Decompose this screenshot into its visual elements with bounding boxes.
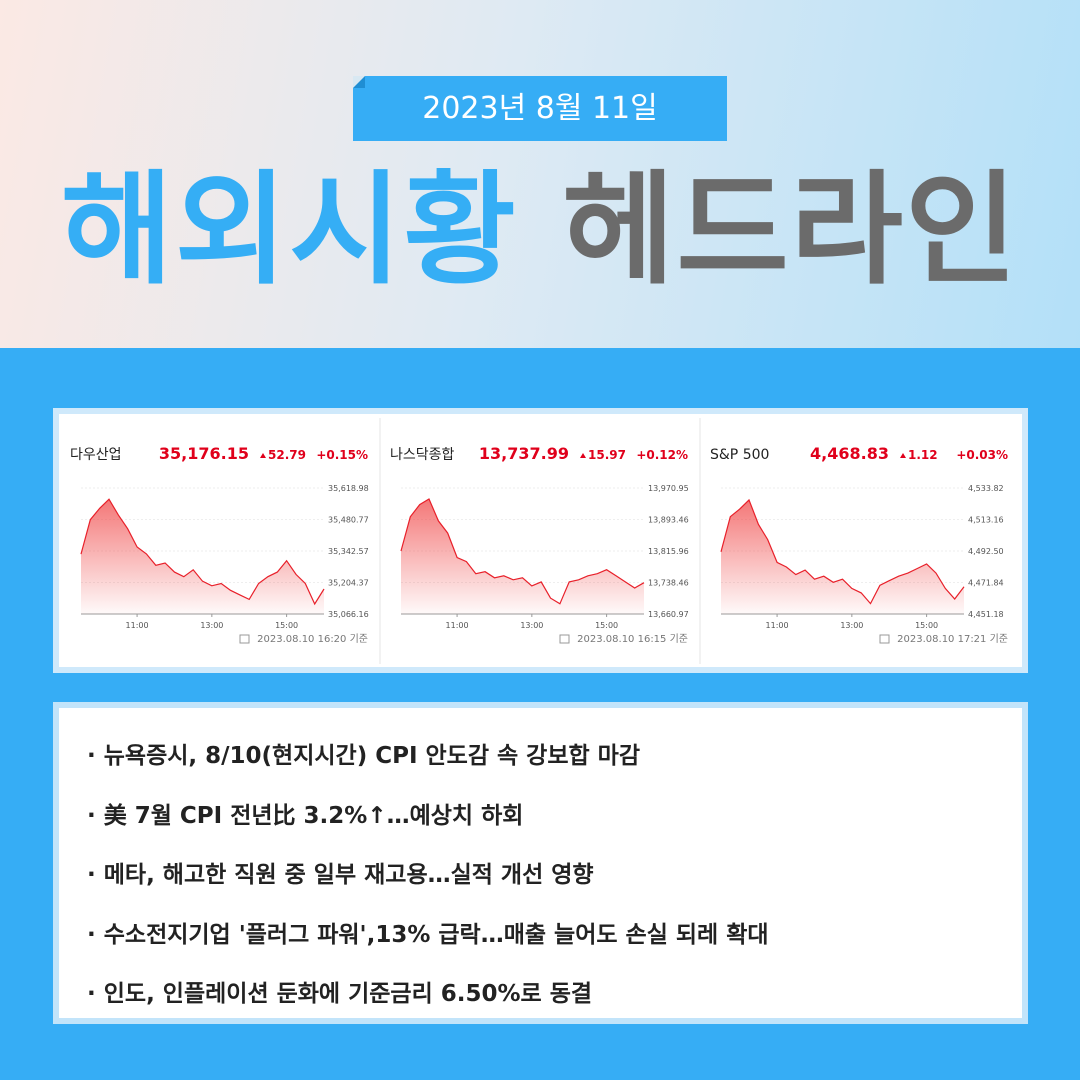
price-line <box>720 498 965 605</box>
x-tick-label: 11:00 <box>446 621 469 630</box>
price: 4,468.83 <box>810 444 889 463</box>
price-line <box>80 498 325 606</box>
y-tick-label: 13,660.97 <box>648 610 689 619</box>
y-tick-label: 35,618.98 <box>328 484 369 493</box>
area <box>721 499 964 614</box>
x-tick-label: 11:00 <box>766 621 789 630</box>
change: 52.79 <box>268 448 306 462</box>
market-panel: 나스닥종합 13,737.99 15.97 +0.12% 13,660.97 13,738… <box>379 418 689 664</box>
change: 1.12 <box>908 448 938 462</box>
y-tick-label: 4,492.50 <box>968 547 1004 556</box>
clock-icon <box>879 634 890 644</box>
badge-fold <box>353 76 365 88</box>
market-name: 다우산업 <box>70 447 122 463</box>
y-tick-label: 13,815.96 <box>648 547 689 556</box>
y-tick-label: 13,970.95 <box>648 484 689 493</box>
x-tick-label: 15:00 <box>915 621 938 630</box>
headlines: · 뉴욕증시, 8/10(현지시간) CPI 안도감 속 강보합 마감 · 美 7… <box>53 702 1028 1024</box>
market-panel: S&P 500 4,468.83 1.12 +0.03% 4,451.18 4,471.8… <box>699 418 1008 664</box>
title-blue: 해외시황 <box>60 159 518 301</box>
headline: · 인도, 인플레이션 둔화에 기준금리 6.50%로 동결 <box>87 981 593 1007</box>
headline: · 수소전지기업 '플러그 파워',13% 급락…매출 늘어도 손실 되레 확대 <box>87 921 769 948</box>
market-panel: 다우산업 35,176.15 52.79 +0.15% 35,066.16 35,204.… <box>70 444 369 645</box>
y-tick-label: 35,480.77 <box>328 516 369 525</box>
clock-icon <box>239 634 250 644</box>
title-gray: 헤드라인 <box>562 159 1020 301</box>
header: 2023년 8월 11일 해외시황 헤드라인 <box>0 0 1080 348</box>
y-tick-label: 35,204.37 <box>328 578 369 587</box>
y-tick-label: 4,513.16 <box>968 516 1004 525</box>
y-tick-label: 13,893.46 <box>648 515 689 524</box>
y-tick-label: 4,533.82 <box>968 484 1004 493</box>
up-arrow <box>580 453 586 458</box>
area <box>81 499 324 614</box>
headline: · 美 7월 CPI 전년比 3.2%↑…예상치 하회 <box>87 802 524 829</box>
x-tick-label: 15:00 <box>275 621 298 630</box>
headline: · 뉴욕증시, 8/10(현지시간) CPI 안도감 속 강보합 마감 <box>87 743 640 769</box>
date-badge: 2023년 8월 11일 <box>353 76 727 141</box>
change-pct: +0.12% <box>636 448 688 462</box>
x-tick-label: 15:00 <box>595 621 618 630</box>
market-name: 나스닥종합 <box>390 447 455 463</box>
x-tick-label: 13:00 <box>200 621 223 630</box>
market-name: S&P 500 <box>710 447 769 463</box>
y-tick-label: 4,471.84 <box>968 579 1004 588</box>
y-tick-label: 13,738.46 <box>648 579 689 588</box>
timestamp: 2023.08.10 17:21 기준 <box>897 633 1008 645</box>
title: 해외시황 헤드라인 <box>0 150 1080 310</box>
clock-icon <box>559 634 570 644</box>
y-tick-label: 35,342.57 <box>328 547 369 556</box>
timestamp: 2023.08.10 16:20 기준 <box>257 633 368 645</box>
headline: · 메타, 해고한 직원 중 일부 재고용…실적 개선 영향 <box>87 862 594 888</box>
x-tick-label: 13:00 <box>520 621 543 630</box>
up-arrow <box>900 453 906 458</box>
timestamp: 2023.08.10 16:15 기준 <box>577 633 688 645</box>
x-tick-label: 11:00 <box>126 621 149 630</box>
change: 15.97 <box>588 448 626 462</box>
price: 13,737.99 <box>479 444 569 463</box>
x-tick-label: 13:00 <box>840 621 863 630</box>
change-pct: +0.15% <box>316 448 368 462</box>
y-tick-label: 35,066.16 <box>328 610 369 619</box>
price-line <box>400 498 645 605</box>
price: 35,176.15 <box>159 444 249 463</box>
change-pct: +0.03% <box>956 448 1008 462</box>
charts-svg: 다우산업 35,176.15 52.79 +0.15% 35,066.16 35,204.… <box>70 418 1008 664</box>
market-charts: 다우산업 35,176.15 52.79 +0.15% 35,066.16 35,204.… <box>53 408 1028 673</box>
up-arrow <box>260 453 266 458</box>
area <box>401 499 644 614</box>
y-tick-label: 4,451.18 <box>968 610 1004 619</box>
